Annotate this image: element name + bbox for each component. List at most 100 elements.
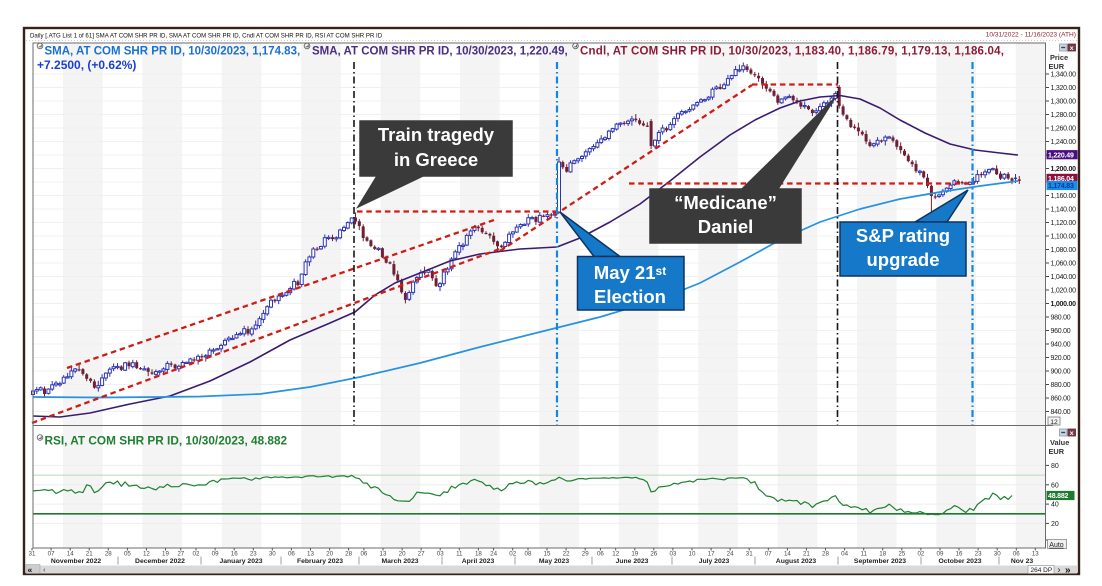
svg-text:12: 12 [1050,419,1058,426]
svg-text:1,080.00: 1,080.00 [1051,247,1077,254]
svg-text:18: 18 [475,550,482,557]
svg-text:14: 14 [784,550,791,557]
svg-text:03: 03 [669,550,676,557]
svg-text:1,120.00: 1,120.00 [1051,220,1077,227]
svg-text:30: 30 [994,550,1001,557]
svg-text:12: 12 [612,550,619,557]
svg-text:23: 23 [250,550,257,557]
svg-text:1,300.00: 1,300.00 [1051,99,1077,106]
svg-text:Election: Election [594,286,666,307]
svg-text:960.00: 960.00 [1051,328,1071,335]
svg-text:EUR: EUR [1049,447,1065,456]
svg-text:Daniel: Daniel [698,216,754,237]
svg-text:in Greece: in Greece [394,149,478,170]
svg-text:«: « [28,564,33,574]
svg-text:April 2023: April 2023 [462,558,495,565]
svg-text:06: 06 [360,550,367,557]
svg-text:x: x [1070,45,1074,52]
svg-text:02: 02 [509,550,516,557]
svg-text:Value: Value [1050,438,1069,447]
svg-text:Auto: Auto [1049,542,1064,549]
svg-text:Train tragedy: Train tragedy [378,124,495,145]
svg-text:09: 09 [937,550,944,557]
svg-text:20: 20 [326,550,333,557]
svg-text:25: 25 [898,550,905,557]
svg-text:1,160.00: 1,160.00 [1051,193,1077,200]
svg-text:1,280.00: 1,280.00 [1051,112,1077,119]
svg-text:19: 19 [162,550,169,557]
svg-text:1,040.00: 1,040.00 [1051,274,1077,281]
svg-text:x: x [1070,430,1074,437]
svg-text:1,220.49: 1,220.49 [1048,152,1074,159]
svg-text:10: 10 [689,550,696,557]
svg-text:07: 07 [48,550,55,557]
svg-text:04: 04 [841,550,848,557]
svg-text:November 2022: November 2022 [51,558,101,565]
svg-text:17: 17 [708,550,715,557]
svg-text:1,260.00: 1,260.00 [1051,126,1077,133]
svg-text:06: 06 [288,550,295,557]
svg-text:1,140.00: 1,140.00 [1051,207,1077,214]
svg-text:March 2023: March 2023 [381,558,418,565]
svg-text:June 2023: June 2023 [616,558,649,565]
svg-text:1,186.04: 1,186.04 [1048,176,1074,183]
svg-text:1,340.00: 1,340.00 [1051,72,1077,79]
svg-text:08: 08 [525,550,532,557]
svg-text:+7.2500, (+0.62%): +7.2500, (+0.62%) [37,58,136,72]
svg-text:Nov 23: Nov 23 [1011,558,1034,565]
svg-text:1,320.00: 1,320.00 [1051,85,1077,92]
svg-text:18: 18 [879,550,886,557]
svg-text:RSI, AT COM SHR PR ID, 10/30/2: RSI, AT COM SHR PR ID, 10/30/2023, 48.88… [45,434,288,448]
svg-text:22: 22 [563,550,570,557]
svg-text:31: 31 [746,550,753,557]
svg-text:02: 02 [193,550,200,557]
svg-text:12: 12 [143,550,150,557]
svg-text:31: 31 [29,550,36,557]
svg-text:SMA, AT COM SHR PR ID, 10/30/2: SMA, AT COM SHR PR ID, 10/30/2023, 1,174… [45,46,301,58]
svg-text:09: 09 [212,550,219,557]
svg-text:28: 28 [345,550,352,557]
svg-text:May 2023: May 2023 [539,558,569,565]
svg-text:30: 30 [269,550,276,557]
svg-text:13: 13 [1032,550,1039,557]
svg-text:28: 28 [105,550,112,557]
svg-text:13: 13 [380,550,387,557]
svg-text:Price: Price [1050,53,1068,62]
svg-text:880.00: 880.00 [1051,382,1071,389]
svg-text:EUR: EUR [1049,62,1065,71]
svg-text:1,240.00: 1,240.00 [1051,139,1077,146]
svg-text:July 2023: July 2023 [699,558,730,565]
svg-text:06: 06 [1013,550,1020,557]
svg-text:Daily [.ATG List 1 of 61] SMA: Daily [.ATG List 1 of 61] SMA AT COM SHR… [30,32,383,39]
svg-text:07: 07 [765,550,772,557]
svg-text:February 2023: February 2023 [297,558,343,565]
svg-text:24: 24 [727,550,734,557]
svg-text:20: 20 [399,550,406,557]
svg-text:1,060.00: 1,060.00 [1051,261,1077,268]
svg-text:48.882: 48.882 [1048,493,1069,500]
svg-text:40: 40 [1051,502,1059,509]
svg-text:29: 29 [582,550,589,557]
svg-text:900.00: 900.00 [1051,369,1071,376]
svg-text:05: 05 [124,550,131,557]
svg-text:1,174.83: 1,174.83 [1048,183,1074,190]
svg-text:SMA, AT COM SHR PR ID, 10/30/2: SMA, AT COM SHR PR ID, 10/30/2023, 1,220… [312,46,568,58]
svg-text:S&P rating: S&P rating [856,225,950,246]
svg-text:January 2023: January 2023 [219,558,262,565]
svg-text:24: 24 [490,550,497,557]
svg-text:06: 06 [597,550,604,557]
svg-text:20: 20 [1051,521,1059,528]
svg-text:80: 80 [1051,463,1059,470]
svg-text:27: 27 [177,550,184,557]
svg-text:21: 21 [86,550,93,557]
svg-text:»: » [1065,565,1071,576]
svg-text:August 2023: August 2023 [776,558,817,565]
svg-text:December 2022: December 2022 [135,558,185,565]
svg-text:October 2023: October 2023 [938,558,981,565]
svg-text:60: 60 [1051,482,1059,489]
svg-text:23: 23 [975,550,982,557]
svg-text:02: 02 [917,550,924,557]
svg-text:upgrade: upgrade [867,249,940,270]
svg-text:27: 27 [418,550,425,557]
svg-text:1,000.00: 1,000.00 [1051,301,1077,308]
